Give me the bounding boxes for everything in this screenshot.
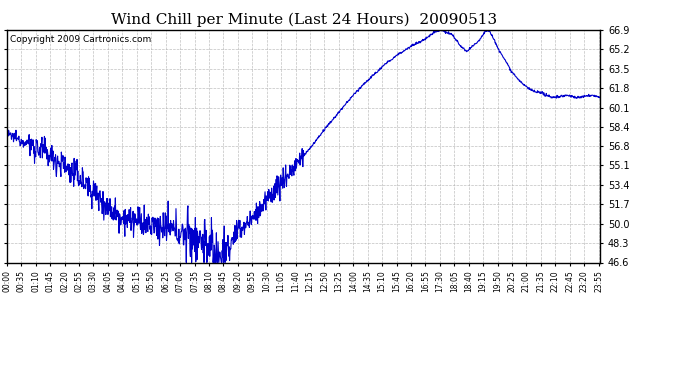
Text: Copyright 2009 Cartronics.com: Copyright 2009 Cartronics.com (10, 34, 151, 44)
Title: Wind Chill per Minute (Last 24 Hours)  20090513: Wind Chill per Minute (Last 24 Hours) 20… (110, 13, 497, 27)
